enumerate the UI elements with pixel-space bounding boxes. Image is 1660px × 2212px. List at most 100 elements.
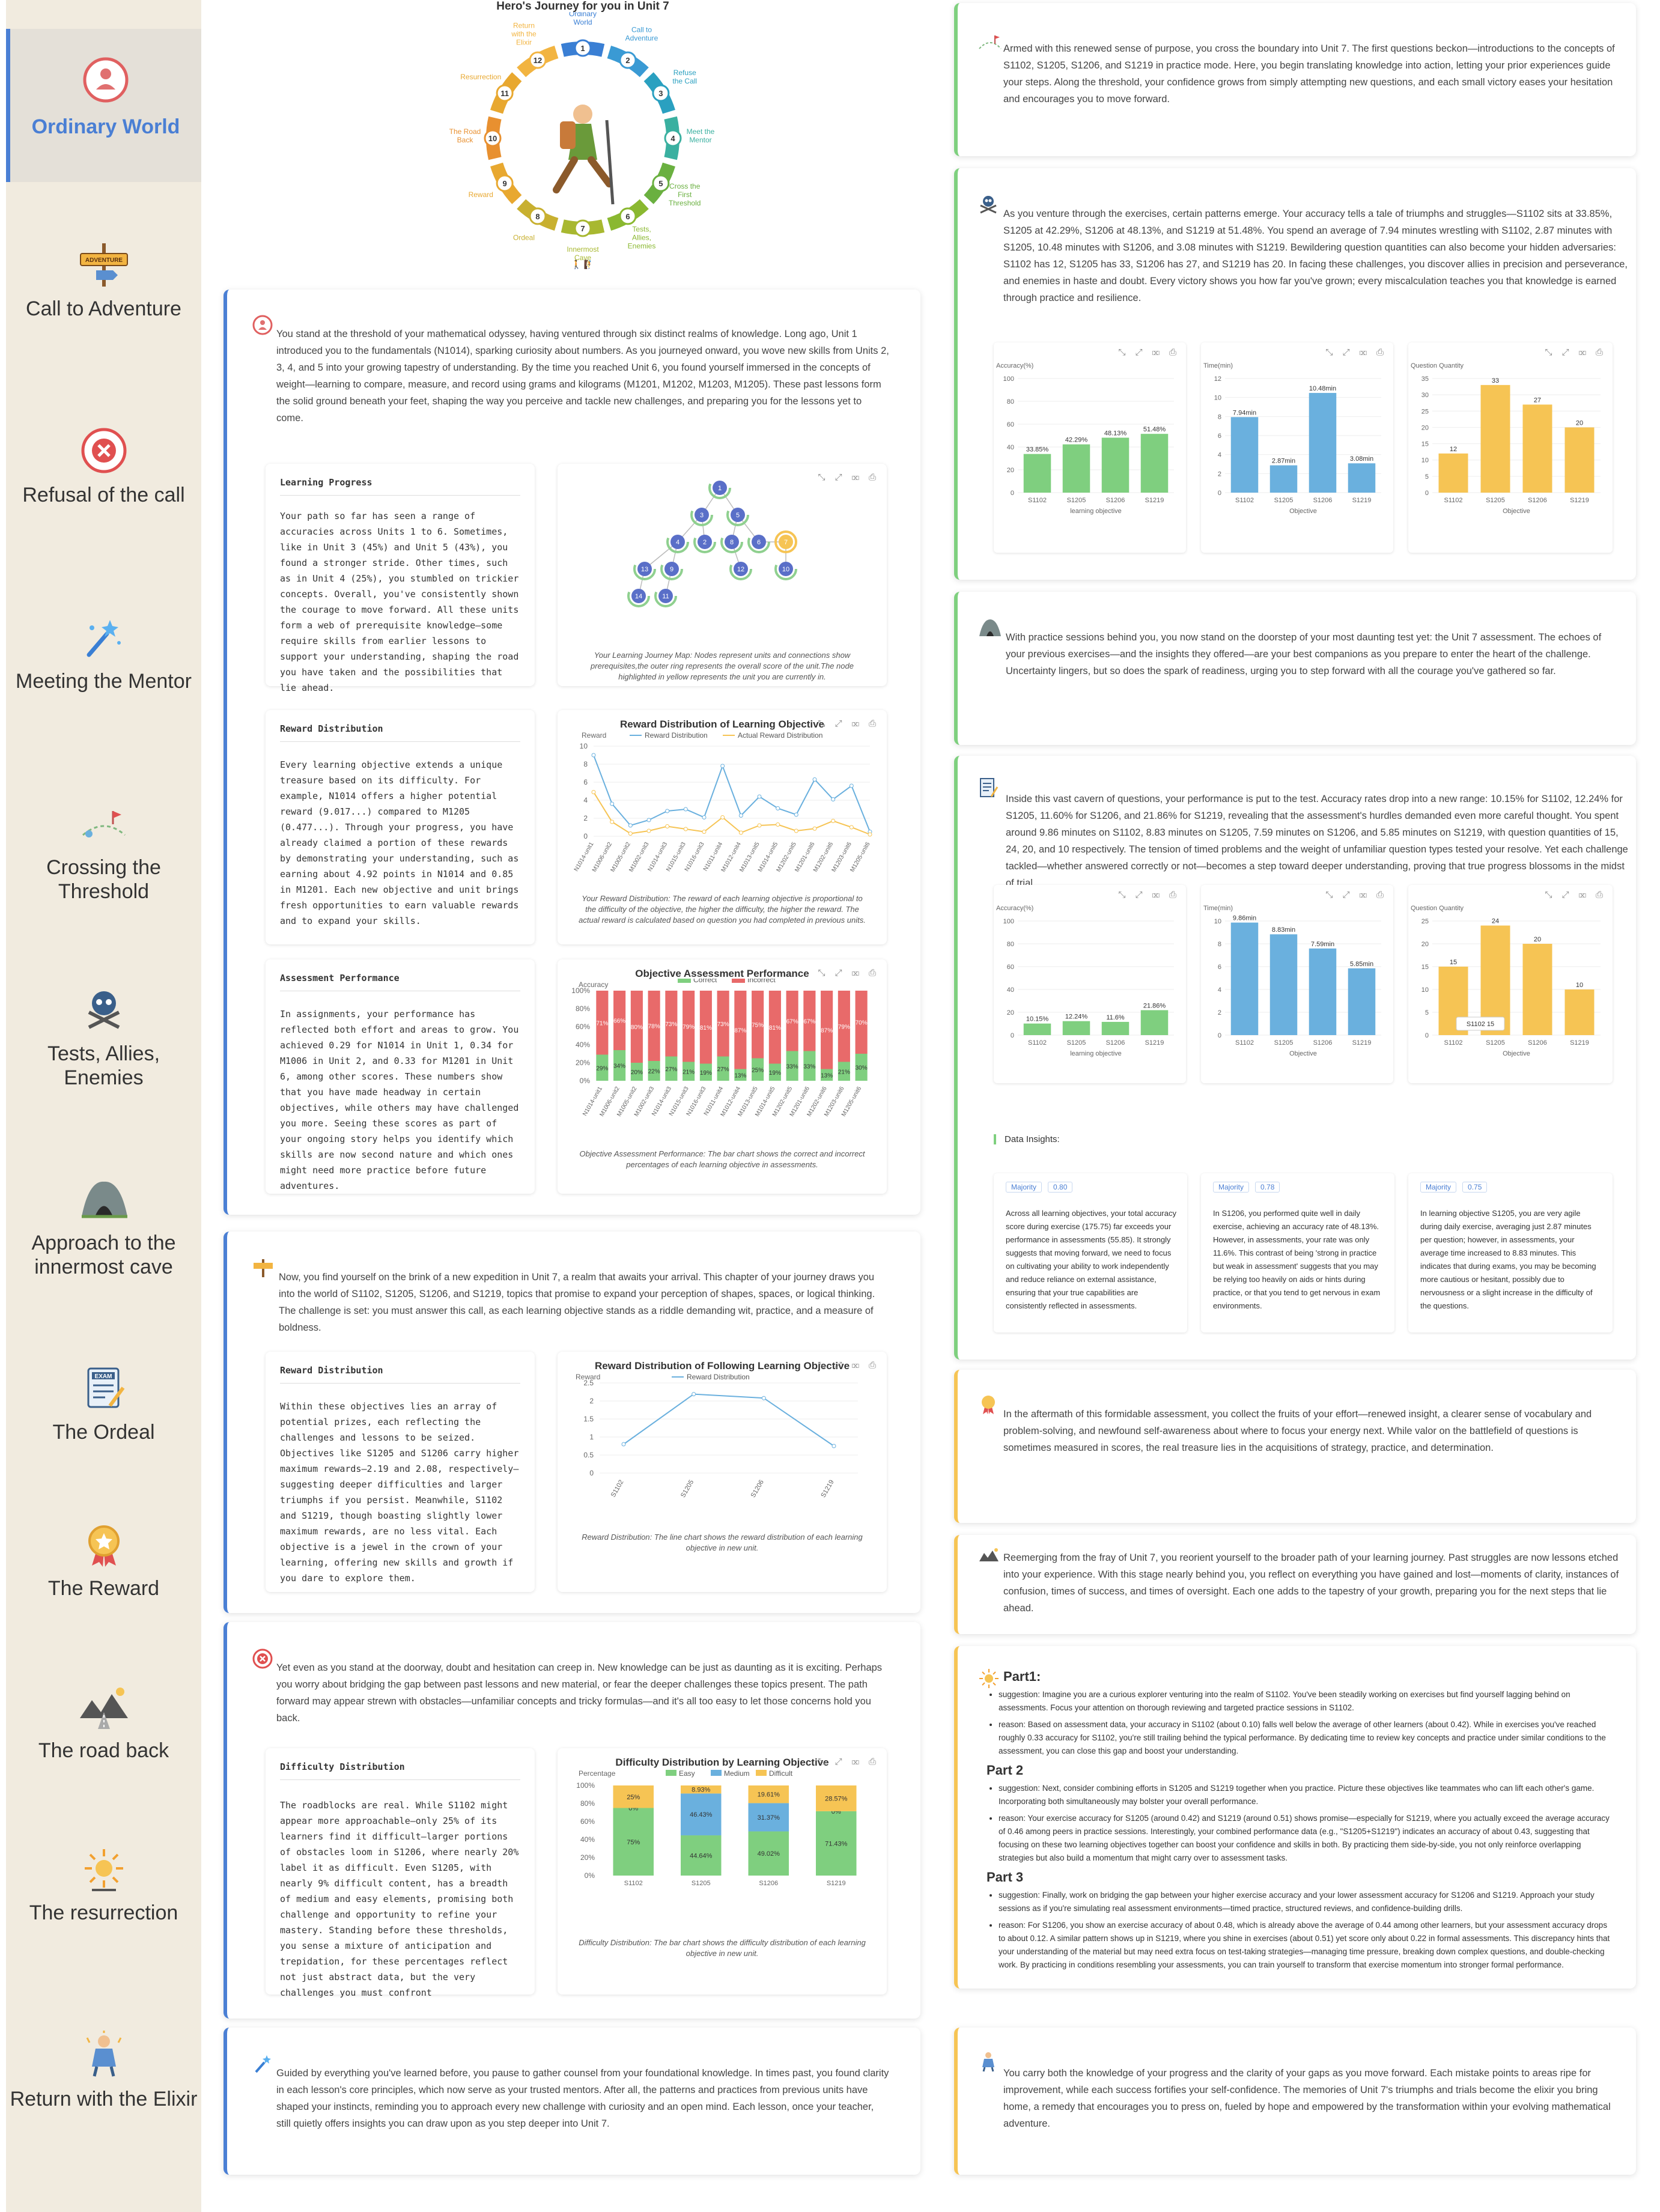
- y-tick-label: 6: [583, 778, 588, 786]
- correct-label: 19%: [700, 1070, 712, 1077]
- journey-step-marker: [496, 174, 514, 192]
- bar: [1062, 444, 1090, 493]
- panel-text: Every learning objective extends a uniqu…: [280, 759, 519, 926]
- data-point: [591, 790, 596, 794]
- chart-toolbox[interactable]: ⤡ ⤢ ⌧ ⎙: [818, 1757, 880, 1767]
- correct-bar: [855, 1054, 868, 1081]
- segment-difficult: [681, 1785, 722, 1794]
- incorrect-bar: [752, 991, 764, 1059]
- exercise-accuracy-panel: ⤡ ⤢ ⌧ ⎙ Accuracy(%) 0 20 40 60 80 100 33.85% S110…: [994, 342, 1186, 553]
- journey-step-label: Back: [457, 136, 474, 144]
- x-axis-title: Objective: [1503, 508, 1530, 515]
- sidebar-item-road-back[interactable]: The road back: [6, 1682, 201, 1802]
- y-tick-label: 30: [1421, 392, 1429, 399]
- correct-bar: [699, 1063, 712, 1081]
- chart-toolbox[interactable]: ⤡ ⤢ ⌧ ⎙: [1545, 890, 1607, 900]
- journey-step-marker: [574, 219, 592, 237]
- bar: [1023, 454, 1051, 493]
- sidebar-item-resurrection[interactable]: The resurrection: [6, 1844, 201, 1964]
- map-node: [658, 589, 673, 603]
- assessment-accuracy-chart: Accuracy(%) 0 20 40 60 80 100 10.15% S1102 12.24%…: [996, 905, 1174, 1057]
- map-node-label: 7: [784, 539, 788, 546]
- y-tick-label: 35: [1421, 375, 1429, 383]
- tooltip-box: [1456, 1016, 1505, 1031]
- chart-toolbox[interactable]: ⤡ ⤢ ⌧ ⎙: [818, 719, 880, 729]
- bar-value-label: 8.83min: [1272, 926, 1295, 934]
- insight-text: Across all learning objectives, your tot…: [1006, 1209, 1176, 1310]
- journey-step-label: Tests,: [632, 225, 651, 234]
- incorrect-bar: [699, 991, 712, 1064]
- chart-toolbox[interactable]: ⤡ ⤢ ⌧ ⎙: [818, 968, 880, 978]
- x-tick-label: S1102: [1235, 497, 1254, 504]
- narrative-text: Now, you find yourself on the brink of a…: [279, 1272, 875, 1333]
- data-point: [761, 1396, 766, 1400]
- chart-toolbox[interactable]: ⤡ ⤢ ⌧ ⎙: [1118, 890, 1180, 900]
- map-node-label: 1: [718, 485, 722, 492]
- incorrect-bar: [717, 991, 729, 1057]
- x-tick-label: S1219: [1145, 1039, 1164, 1047]
- bar-value-label: 5.85min: [1350, 961, 1373, 968]
- chart-toolbox[interactable]: ⤡ ⤢ ⌧ ⎙: [1545, 347, 1607, 357]
- map-node-ring: [774, 530, 797, 553]
- x-tick-label: S1205: [680, 1479, 695, 1499]
- x-tick-label: S1219: [1570, 1039, 1589, 1047]
- data-point: [868, 832, 872, 837]
- x-tick-label: M1205-unit6: [849, 841, 872, 874]
- sidebar-item-mentor[interactable]: Meeting the Mentor: [6, 613, 201, 733]
- chart-toolbox[interactable]: ⤡ ⤢ ⌧ ⎙: [1325, 890, 1387, 900]
- y-tick-label: 0: [1425, 1032, 1429, 1039]
- bar-value-label: 10.48min: [1309, 385, 1336, 392]
- sidebar-item-cave[interactable]: Approach to the innermost cave: [6, 1174, 201, 1295]
- bar: [1062, 1021, 1090, 1035]
- journey-step-label: World: [573, 18, 592, 26]
- sidebar-item-reward[interactable]: The Reward: [6, 1520, 201, 1640]
- data-point: [720, 764, 725, 768]
- chart-toolbox[interactable]: ⤡ ⤢ ⌧ ⎙: [1118, 347, 1180, 357]
- journey-step-label: Mentor: [689, 136, 711, 144]
- chart-toolbox[interactable]: ⤡ ⤢ ⌧ ⎙: [818, 1360, 880, 1370]
- insight-card: Majority 0.75 In learning objective S1205…: [1408, 1173, 1613, 1332]
- bar-value-label: 33.85%: [1026, 446, 1049, 454]
- sidebar-item-refusal[interactable]: Refusal of the call: [6, 427, 201, 547]
- correct-label: 25%: [752, 1067, 764, 1074]
- chart-toolbox[interactable]: ⤡ ⤢ ⌧ ⎙: [818, 472, 880, 482]
- journey-wheel: Hero's Journey for you in Unit 7 1 Ordina…: [433, 0, 733, 276]
- bar-value-label: 7.59min: [1311, 941, 1334, 948]
- axis-label: Accuracy(%): [996, 905, 1033, 912]
- sidebar-item-call-to-adventure[interactable]: ADVENTURE Call to Adventure: [6, 240, 201, 360]
- chart-caption: Reward Distribution: The line chart show…: [582, 1533, 863, 1552]
- sidebar-item-elixir[interactable]: Return with the Elixir: [6, 2031, 201, 2151]
- sidebar-item-threshold[interactable]: Crossing the Threshold: [6, 799, 201, 919]
- road-back-icon: [979, 1548, 999, 1561]
- axis-label: Reward: [576, 1373, 600, 1381]
- incorrect-bar: [683, 991, 695, 1062]
- threshold-path-icon: [979, 35, 1002, 49]
- sidebar-item-ordinary-world[interactable]: Ordinary World: [6, 29, 201, 182]
- journey-step-label: Threshold: [669, 199, 701, 207]
- panel-title: Assessment Performance: [280, 973, 400, 983]
- bar: [1438, 453, 1468, 493]
- sidebar-item-ordeal[interactable]: EXAM The Ordeal: [6, 1364, 201, 1484]
- map-node-ring: [726, 503, 749, 526]
- sidebar-item-tests[interactable]: Tests, Allies, Enemies: [6, 985, 201, 1105]
- new-reward-line-chart: Reward Reward Distribution 0 0.5 1 1.5 2 2.5 S11…: [576, 1373, 858, 1499]
- bar-value-label: 11.6%: [1106, 1014, 1125, 1021]
- insight-score: 0.78: [1255, 1182, 1280, 1193]
- suggestions-list: Part1: suggestion: Imagine you are a cur…: [987, 1664, 1614, 1975]
- bar: [1140, 1010, 1169, 1035]
- journey-step-number: 1: [580, 44, 585, 53]
- journey-step-marker: [652, 84, 670, 102]
- y-tick-label: 2: [1218, 470, 1221, 478]
- incorrect-label: 79%: [838, 1024, 850, 1030]
- y-tick-label: 8: [1218, 941, 1221, 948]
- y-tick-label: 80: [1007, 941, 1014, 948]
- bar: [1309, 393, 1337, 493]
- journey-step-marker: [529, 207, 547, 225]
- y-tick-label: 8: [1218, 413, 1221, 421]
- incorrect-label: 75%: [752, 1022, 764, 1029]
- cave-icon: [81, 1181, 127, 1218]
- chart-caption: Your Learning Journey Map: Nodes represe…: [591, 651, 854, 681]
- chart-toolbox[interactable]: ⤡ ⤢ ⌧ ⎙: [1325, 347, 1387, 357]
- journey-step-label: Innermost: [567, 245, 599, 254]
- segment-label: 46.43%: [690, 1811, 713, 1819]
